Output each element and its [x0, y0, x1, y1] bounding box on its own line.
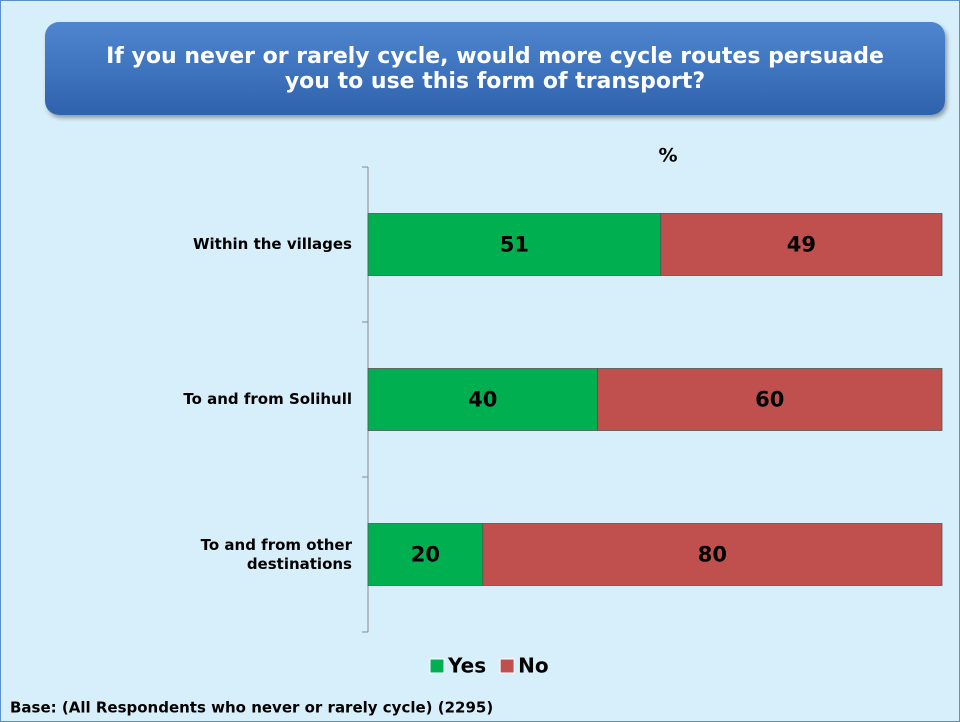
category-label-box: Within the villages — [193, 235, 352, 253]
data-label: 20 — [411, 543, 440, 567]
category-label-box: To and from other destinations — [200, 535, 352, 573]
legend-swatch — [499, 658, 515, 674]
data-label: 49 — [787, 233, 816, 257]
chart-title: If you never or rarely cycle, would more… — [45, 22, 945, 115]
bar-segment — [660, 213, 943, 276]
data-label: 60 — [755, 388, 784, 412]
category-label-box: To and from Solihull — [183, 390, 352, 408]
bar-segment — [597, 368, 943, 431]
footnote: Base: (All Respondents who never or rare… — [10, 699, 493, 717]
legend-label: Yes — [447, 654, 486, 678]
y-tick-label: To and from Solihull — [183, 390, 352, 408]
data-label: 80 — [698, 543, 727, 567]
bar-segment — [482, 523, 943, 586]
y-tick-label: Within the villages — [193, 235, 352, 253]
bar-segment — [367, 523, 484, 586]
axis-label: % — [658, 145, 677, 167]
y-tick-label: To and from other destinations — [200, 535, 352, 573]
legend-label: No — [518, 654, 548, 678]
data-label: 40 — [468, 388, 497, 412]
legend-swatch — [429, 658, 445, 674]
data-label: 51 — [500, 233, 529, 257]
